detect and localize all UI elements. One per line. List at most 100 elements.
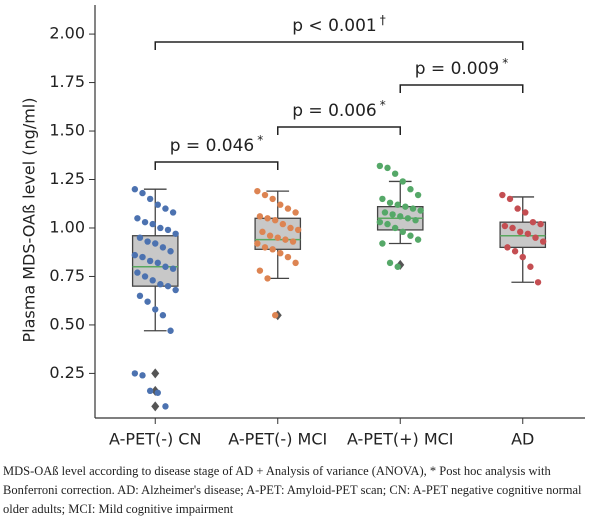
point [131, 251, 139, 259]
y-tick-label: 2.00 [49, 24, 85, 43]
y-tick-label: 1.75 [49, 72, 85, 91]
point [256, 267, 264, 274]
point [266, 232, 274, 239]
point [287, 224, 294, 232]
point [269, 246, 276, 253]
point [384, 164, 391, 172]
point [277, 201, 284, 208]
point [284, 205, 292, 212]
point [282, 236, 289, 243]
annotation-text: p = 0.009 [415, 59, 500, 79]
point [159, 312, 167, 319]
point [399, 228, 406, 236]
y-tick-label: 1.25 [49, 169, 85, 188]
point [289, 238, 297, 245]
point [157, 281, 164, 288]
x-tick-label: A-PET(+) MCI [347, 430, 454, 449]
point [164, 282, 172, 290]
point [131, 186, 139, 193]
y-tick-label: 0.75 [49, 266, 85, 285]
caption: MDS-OAß level according to disease stage… [3, 464, 582, 516]
annotation-sup: * [502, 56, 508, 70]
point [284, 253, 292, 261]
point [534, 279, 542, 286]
point [134, 269, 141, 276]
point [389, 211, 396, 218]
point [274, 234, 281, 241]
point [141, 218, 149, 226]
point [539, 238, 547, 245]
point [506, 195, 514, 203]
point [144, 238, 151, 245]
point [279, 220, 287, 228]
point [139, 189, 146, 197]
outlier [151, 401, 160, 412]
point [402, 203, 409, 210]
annotation-text: p = 0.046 [170, 136, 255, 156]
point [499, 191, 506, 199]
annotation: p < 0.001 † [292, 13, 386, 37]
point [294, 226, 302, 234]
annotation-sup: * [380, 98, 386, 112]
point [169, 265, 177, 272]
point [131, 370, 139, 377]
x-tick-label: A-PET(-) MCI [228, 430, 327, 449]
point [134, 215, 141, 222]
point [162, 403, 169, 410]
point [159, 244, 167, 251]
point [169, 209, 177, 216]
point [394, 263, 401, 270]
y-axis-label: Plasma MDS-OAß level (ng/ml) [20, 98, 39, 343]
annotation: p = 0.046 * [170, 133, 264, 157]
point [146, 257, 154, 265]
point [397, 213, 404, 220]
bracket [154, 41, 524, 50]
point [136, 234, 144, 241]
y-tick-label: 1.50 [49, 121, 85, 140]
point [272, 312, 279, 319]
point [414, 191, 422, 199]
y-tick-label: 1.00 [49, 217, 85, 236]
point [524, 230, 532, 237]
point [399, 178, 406, 185]
annotation-sup: * [257, 133, 263, 147]
point [167, 248, 174, 255]
outlier [151, 368, 160, 379]
point [376, 218, 384, 226]
point [376, 162, 384, 170]
bracket [154, 161, 279, 170]
point [529, 218, 537, 226]
point [404, 215, 412, 222]
point [379, 240, 386, 247]
point [504, 244, 511, 251]
bracket [277, 126, 401, 135]
point [537, 220, 544, 228]
point [292, 259, 299, 267]
point [514, 205, 521, 212]
point [162, 205, 169, 212]
annotation: p = 0.006 * [292, 98, 386, 122]
point [259, 228, 266, 236]
point [154, 201, 161, 208]
annotation-text: p < 0.001 [292, 16, 377, 36]
point [391, 170, 399, 177]
point [414, 236, 422, 243]
point [394, 201, 401, 208]
point [256, 213, 264, 220]
point [386, 199, 394, 206]
point [146, 387, 154, 395]
annotation-sup: † [380, 13, 386, 27]
point [412, 217, 419, 224]
point [511, 248, 519, 255]
x-tick-label: AD [511, 430, 534, 449]
point [384, 220, 391, 228]
annotation: p = 0.009 * [415, 56, 509, 80]
point [154, 259, 161, 267]
point [527, 263, 534, 270]
point [517, 228, 524, 236]
point [152, 306, 159, 313]
point [167, 327, 174, 334]
point [254, 240, 261, 247]
point [391, 224, 399, 232]
